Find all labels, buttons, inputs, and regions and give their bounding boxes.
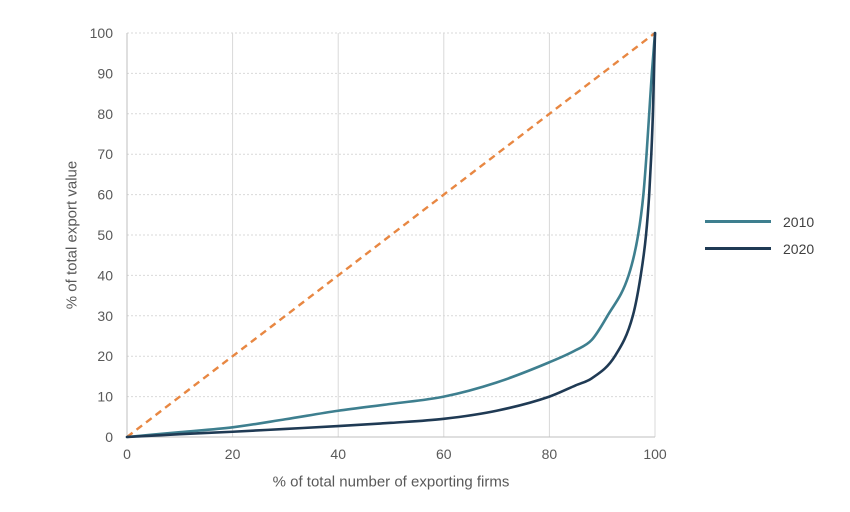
series-line-2020 (125, 31, 657, 439)
x-tick-label-40: 40 (330, 446, 346, 462)
y-tick-label-40: 40 (97, 267, 113, 283)
y-tick-label-90: 90 (97, 65, 113, 81)
legend-item-2010: 2010 (705, 208, 814, 235)
legend-swatch-2020 (705, 247, 771, 250)
y-tick-label-70: 70 (97, 146, 113, 162)
x-tick-label-20: 20 (225, 446, 241, 462)
y-tick-label-60: 60 (97, 187, 113, 203)
y-tick-label-30: 30 (97, 308, 113, 324)
y-axis-title: % of total export value (63, 160, 81, 310)
y-tick-label-80: 80 (97, 106, 113, 122)
x-axis-title: % of total number of exporting firms (272, 473, 510, 491)
x-tick-label-60: 60 (436, 446, 452, 462)
x-tick-label-0: 0 (123, 446, 131, 462)
legend-label-2010: 2010 (783, 213, 815, 230)
y-tick-label-100: 100 (90, 25, 114, 41)
legend-item-2020: 2020 (705, 235, 814, 262)
equality-diagonal-line (126, 32, 656, 438)
y-tick-label-0: 0 (105, 429, 113, 445)
y-tick-label-20: 20 (97, 348, 113, 364)
x-tick-label-80: 80 (542, 446, 558, 462)
x-tick-label-100: 100 (643, 446, 667, 462)
legend-label-2020: 2020 (783, 240, 815, 257)
y-tick-label-10: 10 (97, 389, 113, 405)
series-line-2010 (125, 31, 657, 439)
legend: 2010 2020 (705, 208, 814, 262)
y-tick-label-50: 50 (97, 227, 113, 243)
legend-swatch-2010 (705, 220, 771, 223)
